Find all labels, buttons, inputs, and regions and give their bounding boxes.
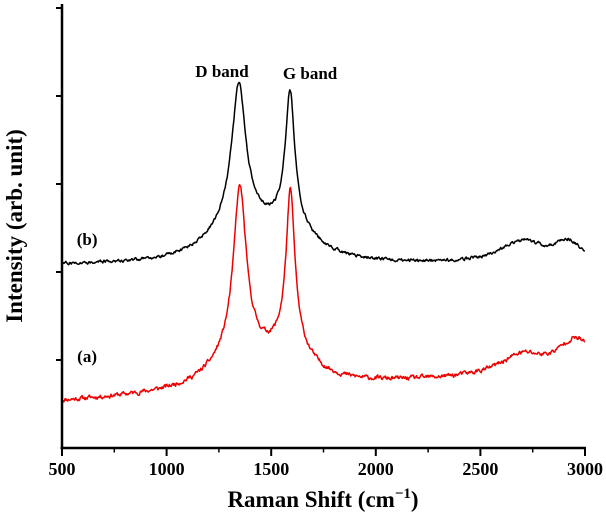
series-curve-b bbox=[61, 81, 586, 266]
x-axis-title: Raman Shift (cm−1) bbox=[227, 486, 418, 512]
x-tick-label: 1500 bbox=[253, 459, 289, 479]
series-label-b: (b) bbox=[77, 230, 98, 249]
y-axis-title: Intensity (arb. unit) bbox=[2, 129, 27, 323]
series-label-a: (a) bbox=[77, 347, 97, 366]
x-tick-label: 500 bbox=[49, 459, 76, 479]
x-tick-label: 2500 bbox=[462, 459, 498, 479]
peak-annotation: D band bbox=[195, 62, 249, 81]
peak-annotation: G band bbox=[283, 64, 338, 83]
x-tick-label: 3000 bbox=[567, 459, 603, 479]
x-tick-label: 1000 bbox=[149, 459, 185, 479]
series-curve-a bbox=[61, 183, 586, 403]
x-tick-label: 2000 bbox=[358, 459, 394, 479]
